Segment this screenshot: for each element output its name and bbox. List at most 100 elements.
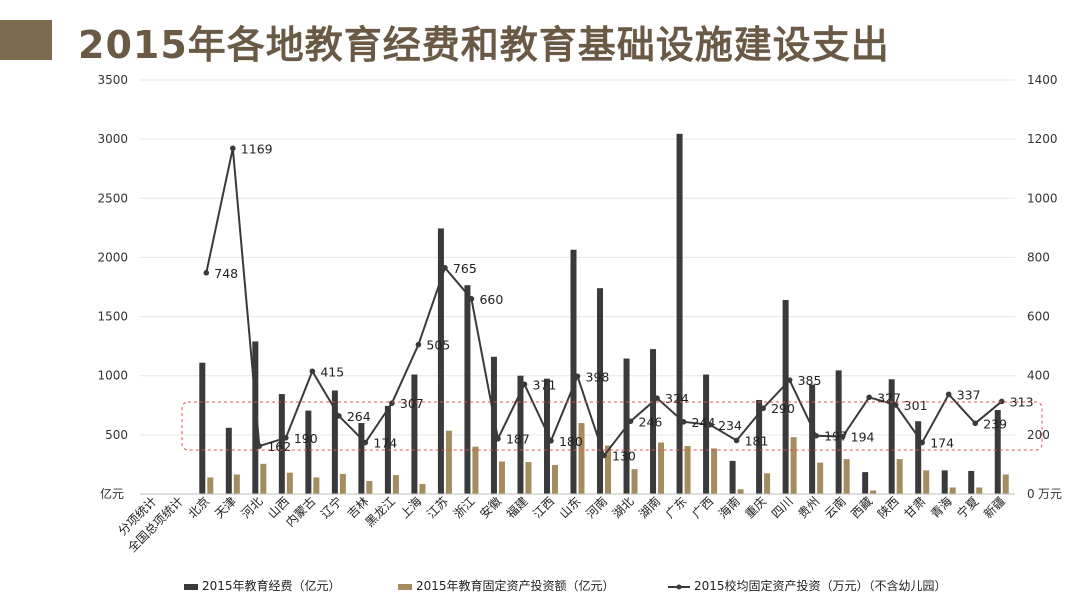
axes: 500 1000 1500 2000 2500 3000 3500 亿元 0 200 400 600 8… xyxy=(97,73,1062,501)
category-label: 湖南 xyxy=(636,494,664,522)
bar-education-funding xyxy=(252,341,259,494)
bar-fixed-asset-investment xyxy=(684,446,691,494)
line-point xyxy=(442,264,448,271)
category-label: 甘肃 xyxy=(901,494,928,521)
category-label: 广西 xyxy=(689,494,716,521)
category-label: 黑龙江 xyxy=(363,494,398,529)
category-label: 宁夏 xyxy=(954,494,982,522)
bar-fixed-asset-investment xyxy=(498,461,505,494)
line-data-label: 385 xyxy=(798,373,822,388)
category-label: 福建 xyxy=(503,494,531,522)
category-label: 新疆 xyxy=(980,494,1008,522)
line-point xyxy=(627,418,634,425)
y-left-unit-label: 亿元 xyxy=(100,486,124,501)
y-left-tick-label: 1000 xyxy=(97,369,128,383)
bar-fixed-asset-investment xyxy=(525,462,532,494)
line-data-label: 371 xyxy=(532,377,556,392)
line-point xyxy=(707,422,713,428)
line-point xyxy=(601,452,607,459)
bar-education-funding xyxy=(756,399,763,494)
line-data-label: 130 xyxy=(612,449,636,464)
category-label: 云南 xyxy=(821,494,849,522)
bar-fixed-asset-investment xyxy=(233,474,240,494)
line-data-label: 197 xyxy=(824,429,848,444)
bar-fixed-asset-investment xyxy=(843,459,850,494)
y-right-unit-label: 万元 xyxy=(1038,487,1062,501)
line-point xyxy=(336,413,342,419)
line-point xyxy=(680,419,687,425)
category-label: 湖北 xyxy=(609,494,637,522)
bar-fixed-asset-investment xyxy=(658,442,665,494)
line-point xyxy=(945,391,952,398)
line-point xyxy=(362,439,369,446)
bar-fixed-asset-investment xyxy=(976,487,983,494)
line-point xyxy=(256,443,263,449)
line-data-label: 174 xyxy=(930,436,954,451)
bar-fixed-asset-investment xyxy=(631,469,638,494)
line-point xyxy=(521,381,528,388)
bar-fixed-asset-investment xyxy=(737,489,744,494)
bar-education-funding xyxy=(490,356,497,494)
line-data-label: 307 xyxy=(400,396,424,411)
bar-fixed-asset-investment xyxy=(711,448,718,494)
bars xyxy=(199,133,1009,494)
line-point xyxy=(998,398,1005,405)
bar-education-funding xyxy=(331,390,338,494)
bar-education-funding xyxy=(862,472,869,494)
y-right-tick-label: 1000 xyxy=(1027,191,1058,205)
bar-fixed-asset-investment xyxy=(764,473,771,494)
line-point xyxy=(892,402,899,408)
bar-fixed-asset-investment xyxy=(923,470,930,494)
bar-education-funding xyxy=(835,370,842,494)
category-label: 浙江 xyxy=(451,494,478,521)
line-data-label: 190 xyxy=(294,431,318,446)
bar-education-funding xyxy=(199,362,206,494)
category-label: 重庆 xyxy=(742,494,769,521)
y-left-tick-label: 3000 xyxy=(97,132,128,146)
line-series: 7481169162190415264174307505765660187371… xyxy=(203,141,1034,464)
category-label: 西藏 xyxy=(848,494,875,521)
category-label: 陕西 xyxy=(874,494,902,522)
bar-fixed-asset-investment xyxy=(472,446,479,494)
y-right-tick-label: 800 xyxy=(1027,250,1050,264)
bar-education-funding xyxy=(464,285,471,494)
bar-education-funding xyxy=(278,394,285,494)
bar-education-funding xyxy=(888,379,895,494)
line-point xyxy=(654,395,660,401)
bar-education-funding xyxy=(729,460,736,494)
bar-fixed-asset-investment xyxy=(445,430,452,494)
line-point xyxy=(733,437,740,444)
line-data-label: 301 xyxy=(904,398,928,413)
line-point xyxy=(468,296,475,302)
bar-education-funding xyxy=(703,374,710,494)
line-data-label: 264 xyxy=(347,409,371,424)
bar-education-funding xyxy=(570,249,577,494)
bar-fixed-asset-investment xyxy=(207,477,214,494)
legend: 2015年教育经费（亿元） 2015年教育固定资产投资额（亿元） 2015校均固定资… xyxy=(184,578,947,593)
line-data-label: 246 xyxy=(639,414,663,429)
bar-fixed-asset-investment xyxy=(551,465,558,494)
bar-education-funding xyxy=(809,384,816,494)
line-data-label: 337 xyxy=(957,387,981,402)
category-label: 安徽 xyxy=(476,494,504,522)
line-point xyxy=(813,432,819,439)
y-right-tick-label: 400 xyxy=(1027,369,1050,383)
bar-education-funding xyxy=(517,375,524,494)
line-point xyxy=(786,377,793,383)
line-point xyxy=(230,145,236,152)
category-label: 贵州 xyxy=(795,494,822,521)
category-label: 江苏 xyxy=(424,494,451,521)
line-point xyxy=(866,394,872,401)
bar-education-funding xyxy=(782,300,789,494)
chart-title: 2015年各地教育经费和教育基础设施建设支出 xyxy=(78,23,890,67)
legend-swatch-education-funding xyxy=(184,584,198,590)
category-label: 河北 xyxy=(239,494,266,521)
line-data-label: 180 xyxy=(559,434,583,449)
legend-label-education-funding: 2015年教育经费（亿元） xyxy=(202,578,341,593)
category-label: 青海 xyxy=(927,494,955,522)
legend-marker-school-investment xyxy=(676,584,682,590)
line-point xyxy=(548,437,554,444)
y-left-tick-label: 3500 xyxy=(97,73,128,87)
category-label: 山东 xyxy=(557,494,584,521)
line-point xyxy=(919,439,925,446)
